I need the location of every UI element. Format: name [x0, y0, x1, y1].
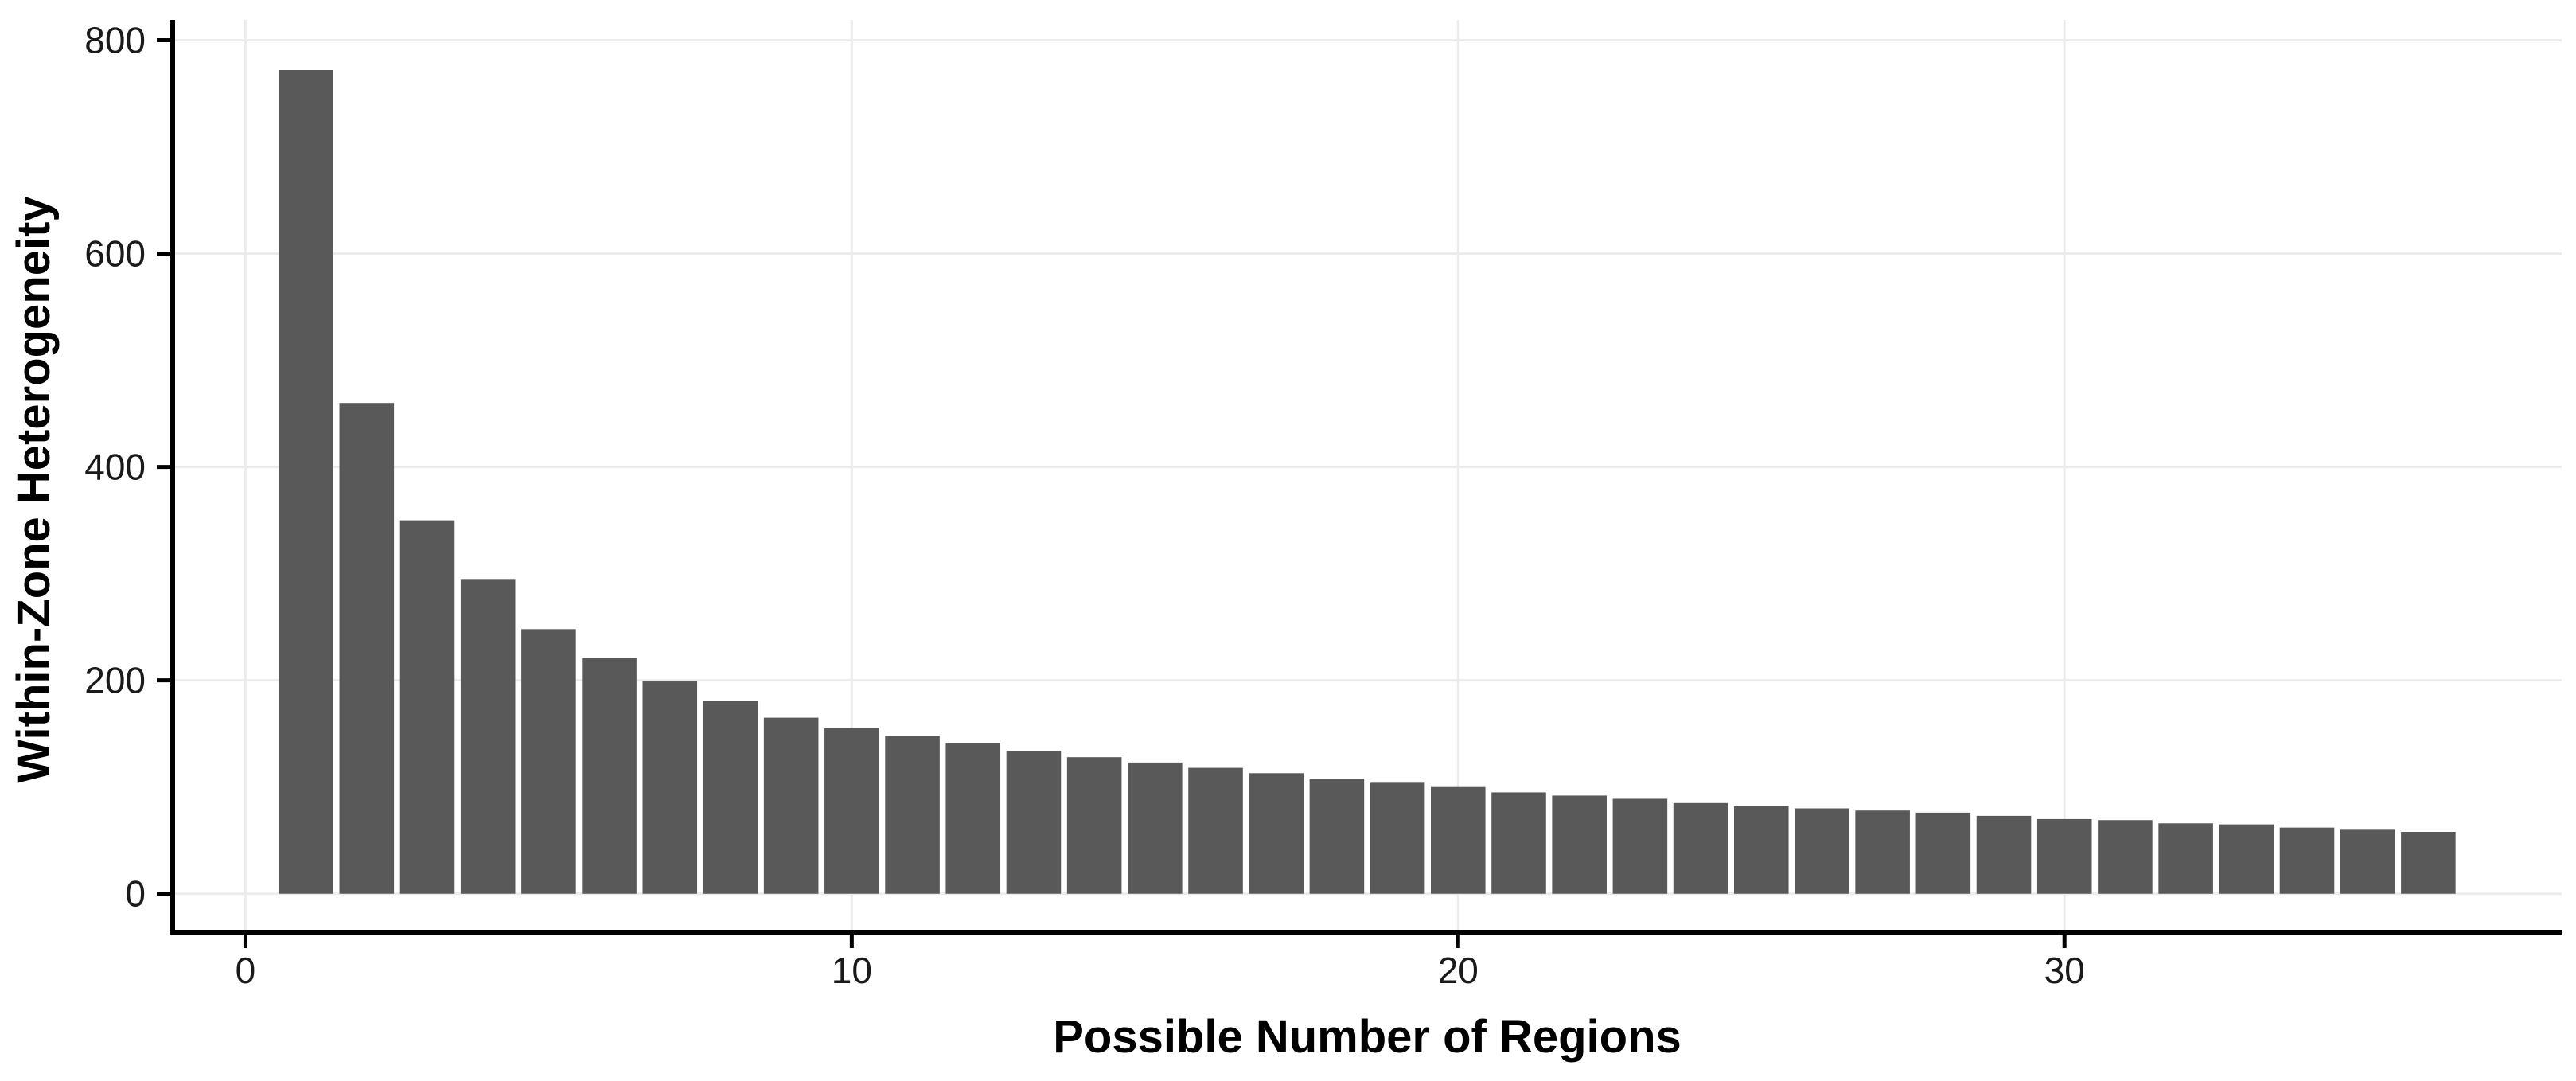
- bar-15: [1128, 762, 1183, 894]
- y-tick-label-600: 600: [84, 233, 146, 275]
- bar-5: [521, 629, 576, 894]
- bar-30: [2036, 818, 2092, 894]
- bar-24: [1673, 802, 1728, 894]
- bar-7: [642, 681, 698, 894]
- bar-16: [1188, 767, 1243, 894]
- y-tick-label-800: 800: [84, 19, 146, 60]
- bar-22: [1552, 795, 1607, 894]
- bar-36: [2401, 832, 2456, 894]
- bar-26: [1795, 808, 1849, 894]
- bar-3: [399, 520, 455, 894]
- bar-6: [582, 658, 637, 894]
- bar-18: [1309, 778, 1365, 894]
- y-axis-title: Within-Zone Heterogeneity: [8, 196, 60, 782]
- bar-20: [1431, 786, 1486, 894]
- bar-12: [945, 743, 1001, 894]
- bar-11: [885, 736, 940, 894]
- bar-9: [763, 717, 819, 894]
- bar-31: [2098, 820, 2153, 894]
- bar-4: [460, 579, 516, 894]
- y-tick-label-200: 200: [84, 660, 146, 701]
- bar-17: [1249, 773, 1304, 894]
- bar-21: [1491, 792, 1546, 894]
- bar-23: [1612, 798, 1668, 894]
- bar-33: [2219, 824, 2274, 894]
- bars-layer: [279, 69, 2456, 894]
- bar-34: [2279, 827, 2335, 894]
- x-tick-label-20: 20: [1438, 950, 1479, 991]
- bar-19: [1370, 782, 1425, 894]
- bar-1: [279, 69, 333, 894]
- bar-25: [1733, 806, 1789, 894]
- bar-32: [2158, 823, 2213, 894]
- bar-2: [339, 403, 395, 894]
- x-tick-label-0: 0: [236, 950, 256, 991]
- bar-35: [2340, 829, 2395, 894]
- bar-13: [1006, 751, 1062, 894]
- bar-14: [1066, 757, 1122, 894]
- x-tick-label-30: 30: [2044, 950, 2085, 991]
- bar-29: [1976, 815, 2032, 894]
- bar-8: [703, 701, 758, 894]
- bar-10: [824, 728, 879, 894]
- bar-27: [1855, 810, 1910, 894]
- x-tick-label-10: 10: [832, 950, 872, 991]
- y-tick-label-0: 0: [125, 873, 146, 915]
- y-tick-label-400: 400: [84, 447, 146, 488]
- x-axis-title: Possible Number of Regions: [1053, 1011, 1682, 1063]
- axes-layer: [157, 20, 2562, 948]
- bar-28: [1915, 812, 1971, 894]
- tick-labels-layer: 0 200 400 600 800 0 10 20 30: [84, 19, 2085, 991]
